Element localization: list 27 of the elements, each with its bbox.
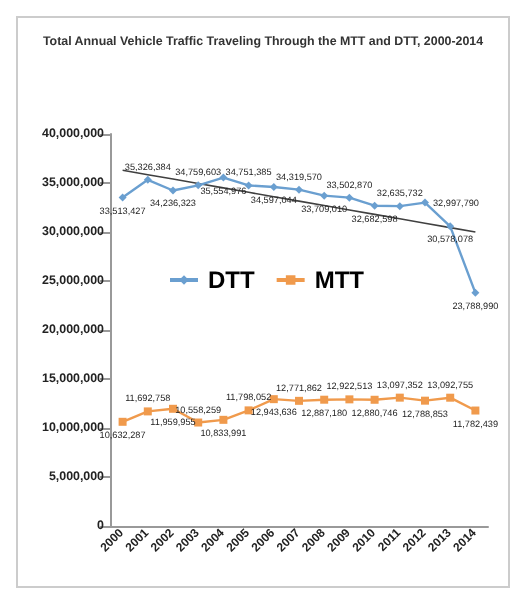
point — [219, 415, 228, 424]
point — [169, 186, 177, 195]
point — [320, 395, 329, 404]
point — [143, 175, 152, 184]
point — [395, 202, 404, 211]
point — [118, 417, 127, 426]
point — [446, 393, 455, 402]
point — [370, 201, 379, 210]
point — [320, 191, 329, 200]
point — [395, 393, 404, 402]
point — [421, 198, 429, 207]
point — [295, 185, 303, 194]
point — [345, 193, 354, 202]
point — [143, 407, 152, 416]
legend-label: MTT — [314, 266, 366, 294]
point — [471, 288, 480, 297]
point — [345, 395, 354, 404]
legend-label: DTT — [208, 266, 256, 294]
point — [194, 181, 203, 190]
point — [169, 404, 177, 413]
point — [295, 396, 303, 405]
point — [421, 396, 429, 405]
point — [244, 181, 253, 190]
point — [446, 222, 455, 231]
point — [471, 406, 480, 415]
point — [370, 395, 379, 404]
point — [118, 193, 127, 202]
